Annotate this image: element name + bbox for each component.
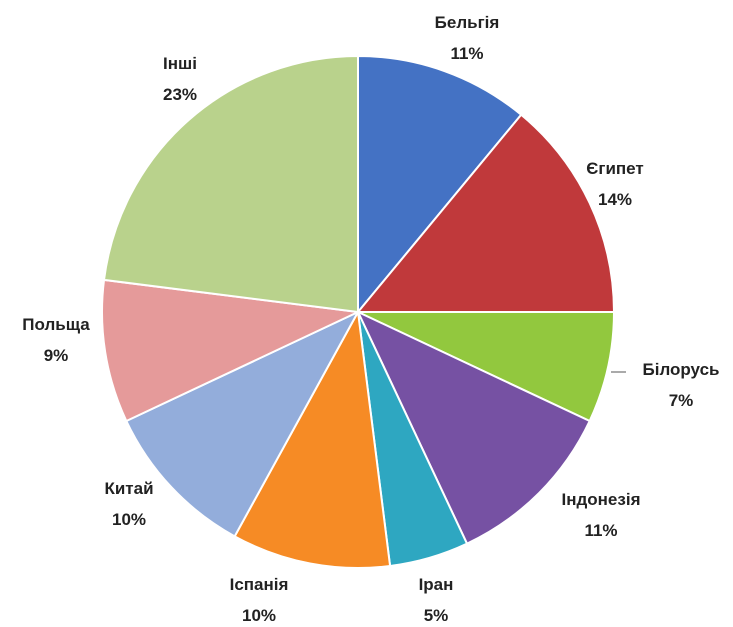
pie-slice xyxy=(355,309,591,545)
slice-percent-label: 10% xyxy=(112,510,146,529)
slice-percent-label: 10% xyxy=(242,606,276,625)
slice-category-label: Іспанія xyxy=(230,575,289,594)
slice-percent-label: 11% xyxy=(584,521,617,540)
pie-slice xyxy=(233,308,392,569)
slice-category-label: Білорусь xyxy=(643,360,720,379)
slice-percent-label: 5% xyxy=(424,606,449,625)
slice-labels: Бельгія 11% Єгипет 14% Білорусь 7% Індонезія 11… xyxy=(22,13,719,625)
pie-slice xyxy=(101,278,362,423)
slice-category-label: Індонезія xyxy=(562,490,641,509)
slice-category-label: Іран xyxy=(419,575,454,594)
slice-percent-label: 23% xyxy=(163,85,197,104)
pie-slice xyxy=(125,309,361,538)
pie-slice xyxy=(357,311,616,423)
slice-category-label: Єгипет xyxy=(586,159,643,178)
slice-category-label: Польща xyxy=(22,315,90,334)
pie-slice xyxy=(102,54,359,314)
slice-category-label: Бельгія xyxy=(435,13,500,32)
slice-category-label: Інші xyxy=(163,54,197,73)
pie-slice xyxy=(357,54,523,315)
slice-percent-label: 11% xyxy=(450,44,483,63)
slice-category-label: Китай xyxy=(104,479,153,498)
pie-slices xyxy=(101,54,616,569)
slice-percent-label: 14% xyxy=(598,190,632,209)
slice-percent-label: 7% xyxy=(669,391,694,410)
slice-percent-label: 9% xyxy=(44,346,69,365)
pie-slice xyxy=(355,113,616,313)
